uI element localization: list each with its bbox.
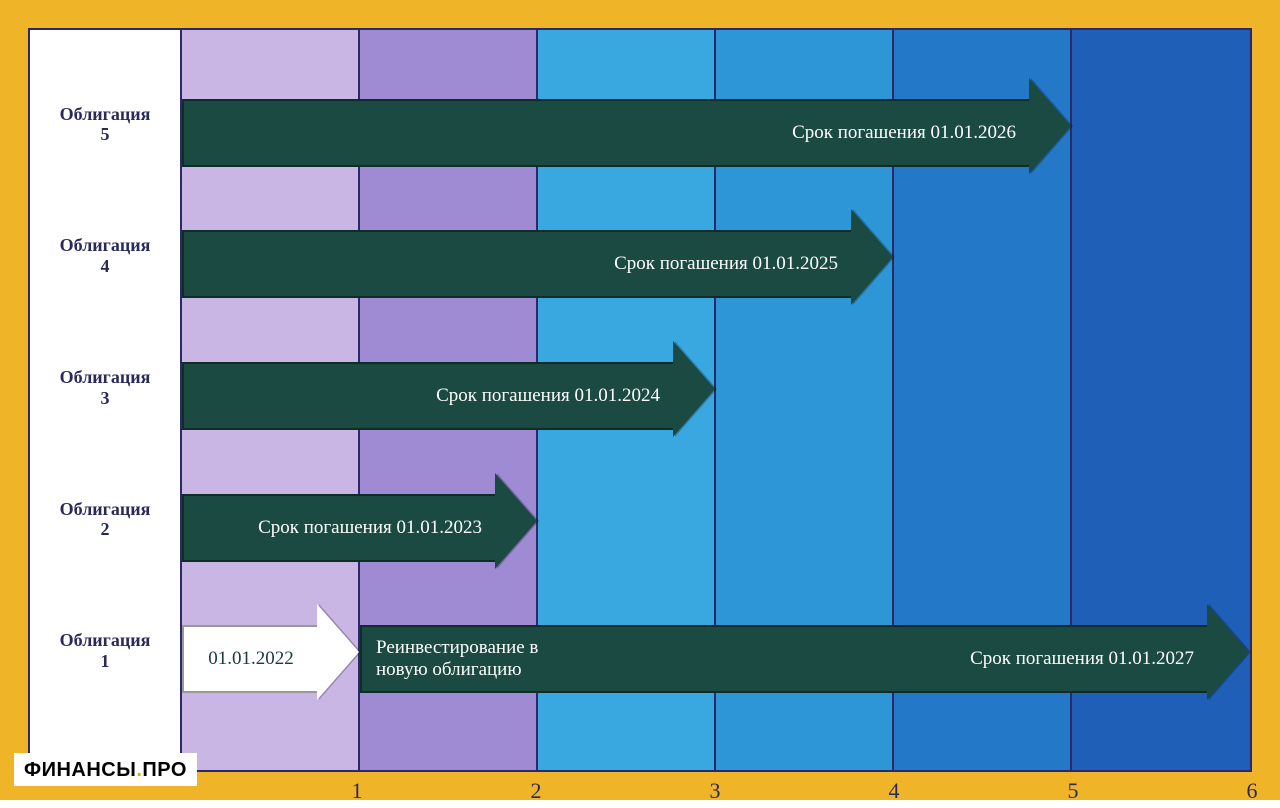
x-tick: 6 (1247, 778, 1258, 804)
arrow-left-text: Реинвестирование вновую облигацию (376, 637, 538, 681)
arrow: Срок погашения 01.01.2026 (182, 78, 1072, 174)
chart-container: Облигация5 Облигация4 Облигация3 Облигация2… (28, 28, 1252, 772)
arrow-body: Реинвестирование вновую облигацию Срок по… (360, 625, 1208, 693)
arrow-head-icon (673, 341, 715, 437)
arrows-layer: Срок погашения 01.01.2026 Срок погашения … (182, 30, 1250, 770)
arrow-head-icon (317, 604, 359, 700)
arrow-body: Срок погашения 01.01.2026 (182, 99, 1030, 167)
arrow-body: Срок погашения 01.01.2024 (182, 362, 674, 430)
x-tick: 3 (710, 778, 721, 804)
logo-suffix: ПРО (142, 759, 187, 781)
logo-prefix: ФИНАНСЫ (24, 759, 136, 781)
frame: Облигация5 Облигация4 Облигация3 Облигация2… (0, 0, 1280, 800)
arrow: Срок погашения 01.01.2025 (182, 209, 894, 305)
arrow-text: 01.01.2022 (208, 648, 294, 670)
row-label: Облигация1 (30, 630, 180, 671)
row-label: Облигация5 (30, 104, 180, 145)
arrow-head-icon (1029, 78, 1071, 174)
arrow: Срок погашения 01.01.2024 (182, 341, 716, 437)
row-label: Облигация4 (30, 235, 180, 276)
arrow-text: Срок погашения 01.01.2024 (436, 385, 660, 407)
arrow-body: Срок погашения 01.01.2025 (182, 230, 852, 298)
x-tick: 5 (1068, 778, 1079, 804)
row-label: Облигация2 (30, 499, 180, 540)
x-axis: 123456 (178, 778, 1252, 808)
logo-badge: ФИНАНСЫ.ПРО (14, 753, 197, 786)
arrow-body: 01.01.2022 (182, 625, 318, 693)
arrow-head-icon (495, 473, 537, 569)
arrow-text: Срок погашения 01.01.2025 (614, 253, 838, 275)
arrow-head-icon (851, 209, 893, 305)
row-label: Облигация3 (30, 367, 180, 408)
chart-plot-area: Срок погашения 01.01.2026 Срок погашения … (180, 30, 1250, 770)
x-tick: 4 (889, 778, 900, 804)
arrow: Срок погашения 01.01.2023 (182, 473, 538, 569)
arrow-body: Срок погашения 01.01.2023 (182, 494, 496, 562)
x-tick: 1 (352, 778, 363, 804)
arrow: Реинвестирование вновую облигацию Срок по… (360, 604, 1250, 700)
row-labels-column: Облигация5 Облигация4 Облигация3 Облигация2… (30, 30, 180, 770)
arrow-head-icon (1207, 604, 1249, 700)
arrow-text: Срок погашения 01.01.2027 (970, 648, 1194, 670)
arrow-text: Срок погашения 01.01.2026 (792, 122, 1016, 144)
x-tick: 2 (531, 778, 542, 804)
arrow-text: Срок погашения 01.01.2023 (258, 517, 482, 539)
arrow: 01.01.2022 (182, 604, 360, 700)
